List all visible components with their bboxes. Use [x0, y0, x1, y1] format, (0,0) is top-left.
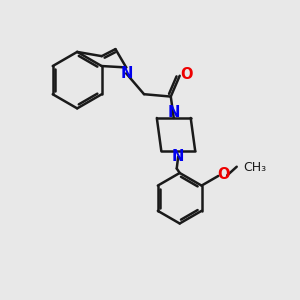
Text: O: O — [180, 67, 193, 82]
Text: O: O — [218, 167, 230, 182]
Text: N: N — [167, 105, 180, 120]
Text: CH₃: CH₃ — [243, 160, 266, 173]
Text: N: N — [172, 148, 184, 164]
Text: N: N — [121, 66, 133, 81]
